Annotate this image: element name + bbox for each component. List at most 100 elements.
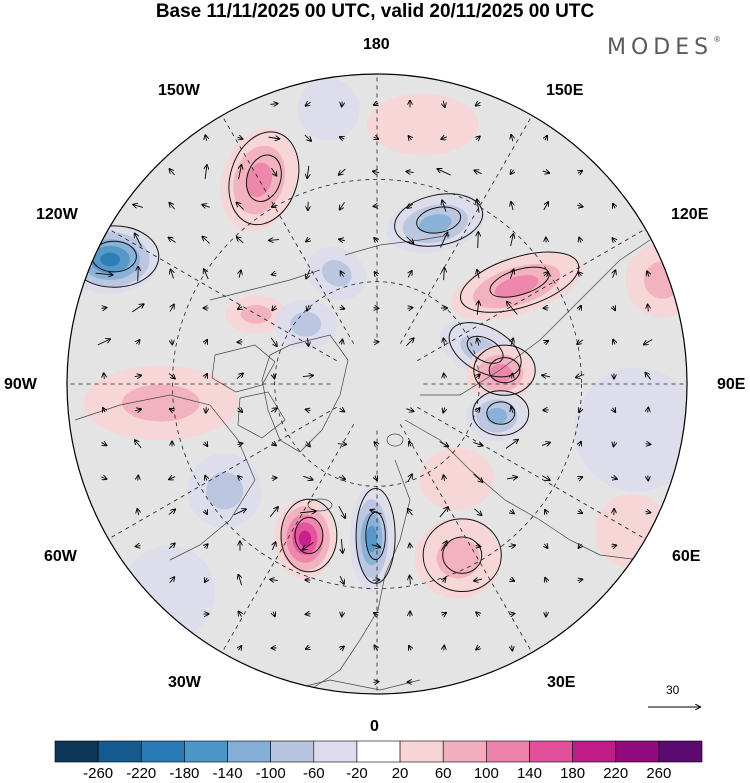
wind-vector [170, 269, 173, 279]
wind-vector [300, 511, 316, 513]
wind-vector [439, 507, 448, 518]
wind-vector [509, 614, 515, 615]
wind-vector [410, 576, 411, 585]
wind-vector [136, 546, 141, 547]
anomaly-shade [574, 367, 687, 492]
colorbar-swatch [615, 740, 660, 763]
anomaly-center [414, 517, 502, 599]
wind-vector [440, 233, 447, 248]
height-contour [486, 401, 516, 425]
anomaly-center [187, 453, 262, 528]
wind-vector [511, 338, 514, 346]
colorbar-swatch [572, 740, 617, 763]
wind-vector [374, 238, 378, 242]
wind-vector [134, 375, 141, 376]
anomaly-center [450, 252, 583, 320]
wind-vector [238, 575, 241, 586]
wind-vector [648, 408, 649, 413]
wind-vector [441, 137, 447, 139]
wind-vector [239, 165, 242, 180]
wind-vector [168, 543, 175, 550]
colorbar-swatch [54, 740, 99, 763]
anomaly-center [122, 545, 216, 639]
wind-vector [578, 544, 581, 548]
lon-label-60w: 60W [44, 548, 77, 565]
colorbar-tick-label: -60 [302, 765, 325, 782]
wind-vector [510, 170, 513, 174]
wind-vector [101, 308, 106, 309]
wind-vector [576, 375, 585, 378]
colorbar-tick-label: 100 [473, 765, 499, 782]
wind-vector [544, 544, 547, 548]
wind-vector [544, 341, 548, 343]
wind-vector [238, 137, 243, 139]
wind-vector [646, 511, 651, 512]
anomaly-shade [298, 530, 312, 547]
anomaly-center [466, 345, 535, 402]
wind-vector [477, 270, 479, 279]
height-contour [280, 498, 338, 573]
wind-vector [337, 444, 346, 445]
height-contour [488, 357, 521, 384]
wind-vector [205, 442, 208, 446]
wind-vector [442, 613, 446, 616]
wind-vector [476, 374, 480, 377]
wind-vector [269, 240, 280, 241]
wind-vector [338, 477, 345, 480]
wind-vector [134, 409, 141, 411]
wind-vector [410, 544, 411, 549]
wind-vector [205, 165, 207, 179]
wind-vector [339, 168, 346, 175]
wind-vector [613, 340, 615, 345]
wind-vector [205, 510, 207, 514]
wind-vector [408, 136, 411, 140]
wind-vector [374, 137, 379, 139]
colorbar-swatch [270, 740, 315, 763]
anomaly-center [67, 225, 160, 294]
colorbar-tick-label: -220 [126, 765, 157, 782]
wind-vector [444, 268, 445, 281]
wind-vector [102, 443, 107, 446]
wind-vector [406, 236, 414, 243]
wind-vector [408, 474, 412, 482]
wind-vector [505, 440, 518, 449]
wind-vector [135, 440, 142, 449]
height-contour [459, 251, 580, 313]
wind-vector [306, 409, 311, 410]
wind-vector [103, 408, 105, 412]
wind-vector [544, 272, 548, 276]
wind-vector [270, 408, 277, 412]
wind-vector [340, 307, 345, 309]
wind-vector [511, 407, 513, 414]
colorbar-swatch [658, 740, 703, 763]
height-contour [355, 487, 396, 584]
wind-vector [545, 136, 547, 141]
wind-vector [577, 340, 584, 344]
wind-vector [374, 272, 377, 276]
colorbar-swatch [313, 740, 358, 763]
anomaly-center [366, 93, 479, 156]
colorbar-tick-label: -100 [255, 765, 286, 782]
wind-vector [271, 167, 277, 176]
wind-vector [437, 169, 451, 176]
latitude-circle [274, 281, 480, 487]
wind-vector [340, 575, 344, 584]
wind-vector [510, 579, 515, 581]
wind-vector [97, 339, 110, 346]
wind-vector [612, 545, 617, 546]
meridian [108, 406, 337, 540]
anomaly-center [625, 242, 687, 318]
colorbar-tick-label: -140 [212, 765, 243, 782]
wind-vector [442, 578, 445, 582]
wind-vector [272, 273, 277, 274]
wind-vector [236, 373, 243, 379]
wind-vector [541, 443, 550, 446]
wind-vector [170, 409, 175, 411]
wind-vector [579, 306, 581, 311]
wind-vector [136, 340, 139, 344]
anomaly-center [273, 498, 336, 579]
wind-vector [644, 339, 653, 344]
wind-vector [409, 646, 411, 651]
wind-vector [132, 304, 143, 313]
wind-vector [406, 171, 414, 172]
